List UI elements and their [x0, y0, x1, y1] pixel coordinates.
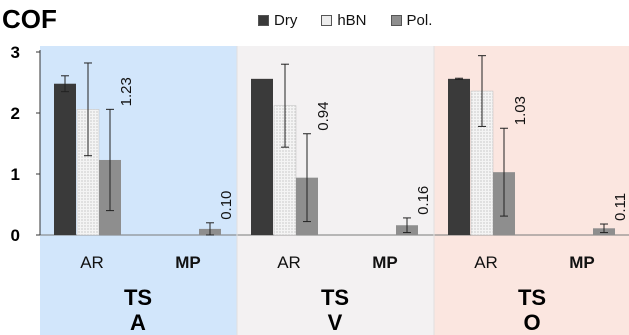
legend-swatch-hbn — [321, 15, 333, 26]
group-label-line1: TS — [321, 285, 349, 310]
legend: Dry hBN Pol. — [258, 12, 432, 29]
data-label: 1.03 — [512, 96, 529, 125]
category-label-mp: MP — [372, 253, 398, 272]
category-label-ar: AR — [80, 253, 104, 272]
legend-label-hbn: hBN — [337, 12, 367, 29]
data-label: 0.94 — [315, 102, 332, 131]
bar-dry-a-ar — [54, 83, 76, 235]
data-label: 0.16 — [415, 186, 432, 215]
legend-item-dry: Dry — [258, 12, 297, 29]
legend-label-pol: Pol. — [406, 12, 433, 29]
group-label-line2: V — [328, 310, 343, 335]
category-label-mp: MP — [175, 253, 201, 272]
legend-swatch-pol — [390, 15, 402, 26]
data-label: 0.10 — [218, 191, 235, 220]
bar-dry-o-ar — [448, 78, 470, 235]
legend-item-pol: Pol. — [390, 12, 433, 29]
chart-title: COF — [2, 4, 57, 34]
y-tick-label: 1 — [11, 165, 20, 184]
data-label: 1.23 — [118, 77, 135, 106]
y-tick-label: 0 — [11, 226, 20, 245]
group-label-line2: O — [523, 310, 540, 335]
legend-item-hbn: hBN — [321, 12, 367, 29]
group-label-line1: TS — [124, 285, 152, 310]
category-label-ar: AR — [277, 253, 301, 272]
legend-swatch-dry — [258, 15, 269, 26]
data-label: 0.11 — [612, 193, 629, 221]
category-label-ar: AR — [474, 253, 498, 272]
category-label-mp: MP — [569, 253, 595, 272]
y-tick-label: 3 — [11, 43, 20, 62]
group-label-line1: TS — [518, 285, 546, 310]
bar-dry-v-ar — [251, 78, 273, 235]
y-tick-label: 2 — [11, 104, 20, 123]
group-label-line2: A — [130, 310, 146, 335]
legend-label-dry: Dry — [274, 12, 298, 29]
